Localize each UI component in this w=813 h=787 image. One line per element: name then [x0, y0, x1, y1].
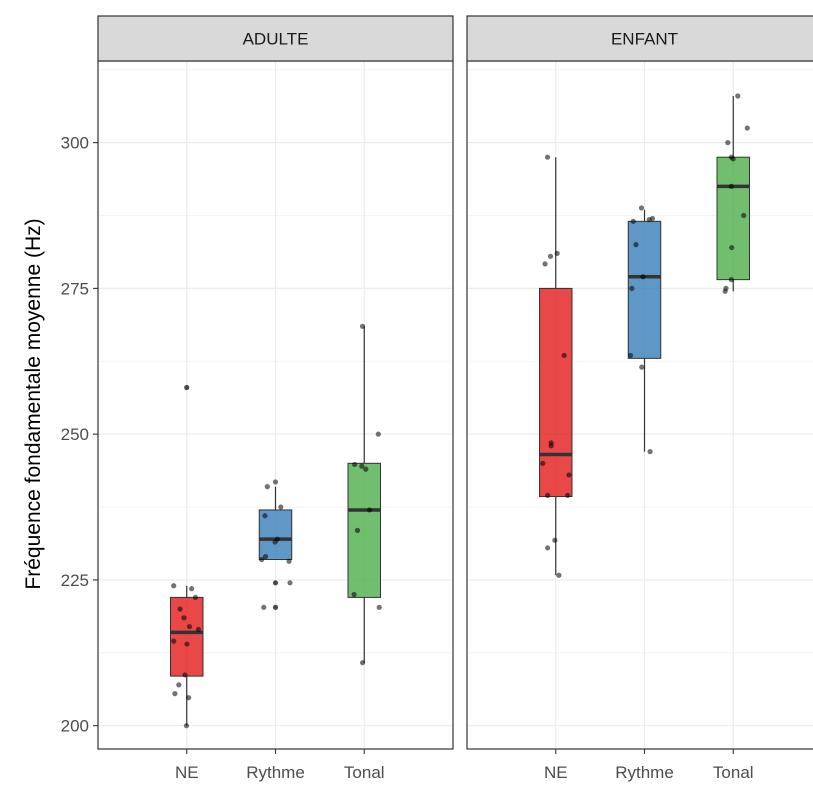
jitter-point	[359, 323, 366, 329]
x-tick-label: Tonal	[344, 763, 385, 782]
jitter-point	[542, 261, 548, 267]
jitter-point	[556, 572, 562, 578]
jitter-point	[629, 285, 635, 291]
x-tick-label: Tonal	[713, 763, 754, 782]
jitter-point	[646, 216, 652, 223]
jitter-point	[363, 466, 369, 472]
outlier-point	[272, 604, 279, 610]
jitter-point	[184, 641, 190, 647]
jitter-point	[287, 580, 293, 586]
jitter-point	[565, 492, 571, 498]
x-tick-label: Rythme	[246, 763, 305, 782]
jitter-point	[359, 660, 366, 666]
box-enfant-tonal	[716, 93, 750, 294]
jitter-point	[729, 244, 735, 251]
jitter-point	[633, 242, 639, 248]
facet-strip	[466, 15, 813, 62]
facet-strip	[97, 15, 454, 62]
y-tick-label: 300	[61, 134, 89, 153]
jitter-point	[640, 274, 646, 280]
plot-layer: ADULTE NE Rythme Tonal ENFANT NE Rythme Tonal 20…	[61, 15, 813, 782]
jitter-point	[744, 125, 750, 131]
jitter-point	[728, 277, 734, 283]
jitter-point	[189, 586, 195, 592]
jitter-point	[261, 604, 267, 610]
facet-panel-adulte: ADULTE NE Rythme Tonal	[97, 15, 454, 782]
jitter-point	[566, 472, 572, 478]
jitter-point	[627, 352, 634, 359]
jitter-point	[725, 140, 731, 146]
y-tick-label: 200	[61, 717, 89, 736]
jitter-point	[547, 253, 554, 259]
jitter-point	[552, 537, 558, 543]
x-tick-label: NE	[175, 763, 199, 782]
facet-strip-label: ENFANT	[611, 30, 678, 49]
box-adulte-ne	[170, 384, 204, 729]
jitter-point	[192, 594, 199, 601]
jitter-point	[186, 623, 193, 630]
jitter-point	[186, 695, 192, 701]
jitter-point	[262, 513, 268, 519]
jitter-point	[366, 507, 373, 513]
box-adulte-rythme	[258, 479, 293, 610]
x-tick-label: Rythme	[615, 763, 674, 782]
jitter-point	[171, 583, 177, 589]
jitter-point	[548, 443, 554, 449]
outlier-point	[184, 384, 190, 391]
jitter-point	[545, 492, 551, 498]
jitter-point	[278, 504, 284, 510]
box-body	[170, 596, 204, 677]
jitter-point	[259, 556, 265, 563]
jitter-point	[376, 604, 382, 610]
panel-background	[467, 61, 813, 749]
y-tick-label: 225	[61, 571, 89, 590]
outlier-point	[272, 580, 279, 586]
jitter-point	[647, 449, 653, 455]
jitter-point	[561, 352, 567, 359]
jitter-point	[728, 183, 734, 189]
jitter-point	[262, 553, 269, 560]
jitter-point	[177, 606, 183, 612]
box-enfant-rythme	[627, 205, 662, 455]
y-axis-title: Fréquence fondamentale moyenne (Hz)	[22, 218, 45, 589]
box-enfant-ne	[539, 154, 573, 578]
jitter-point	[722, 288, 728, 294]
jitter-point	[171, 638, 177, 644]
jitter-point	[630, 218, 636, 224]
jitter-point	[351, 591, 357, 598]
jitter-point	[272, 539, 278, 545]
jitter-point	[352, 461, 358, 468]
jitter-point	[183, 723, 190, 729]
jitter-point	[540, 460, 546, 466]
facet-strip-label: ADULTE	[243, 30, 309, 49]
jitter-point	[286, 558, 292, 564]
y-tick-label: 250	[61, 425, 89, 444]
jitter-point	[264, 484, 270, 490]
jitter-point	[638, 205, 645, 211]
jitter-point	[544, 154, 551, 160]
jitter-point	[741, 212, 747, 219]
jitter-point	[554, 250, 560, 257]
jitter-point	[195, 626, 202, 633]
facet-panel-enfant: ENFANT NE Rythme Tonal	[466, 15, 813, 782]
jitter-point	[354, 527, 361, 533]
jitter-point	[375, 431, 381, 437]
x-tick-label: NE	[544, 763, 568, 782]
box-body	[716, 156, 750, 281]
jitter-point	[182, 672, 188, 678]
jitter-point	[359, 463, 365, 469]
box-body	[347, 462, 381, 598]
box-adulte-tonal	[347, 323, 382, 666]
jitter-point	[545, 545, 551, 551]
jitter-point	[639, 364, 645, 370]
jitter-point	[181, 615, 187, 621]
jitter-point	[176, 682, 182, 688]
jitter-point	[735, 93, 741, 99]
jitter-point	[272, 479, 279, 485]
jitter-point	[172, 691, 178, 697]
y-tick-label: 275	[61, 279, 89, 298]
jitter-point	[730, 156, 736, 162]
